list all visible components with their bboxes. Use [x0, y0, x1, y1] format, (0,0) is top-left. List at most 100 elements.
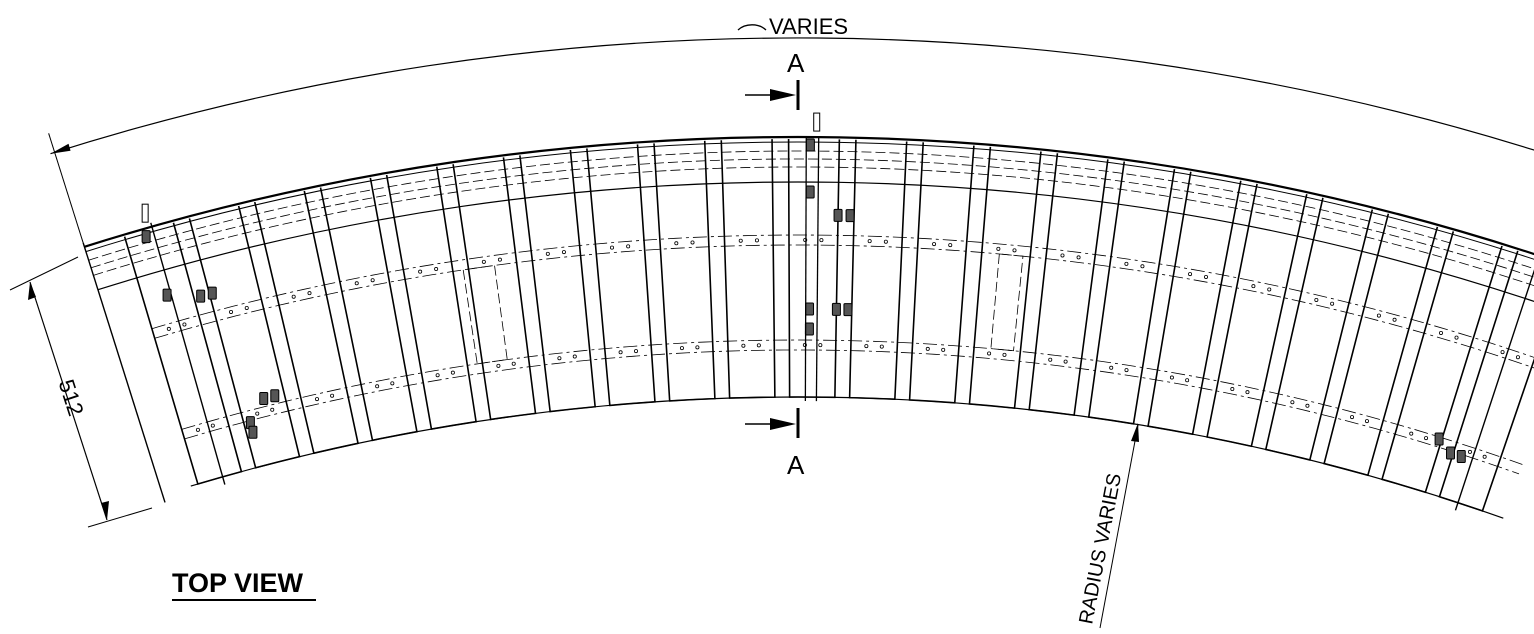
track-hole: [511, 361, 516, 366]
arc-symbol-icon: [737, 24, 767, 31]
track-hole: [270, 407, 275, 412]
belt-slat: [1323, 213, 1439, 477]
clamp-block: [805, 138, 815, 152]
track-hole: [941, 347, 946, 352]
track-hole: [390, 381, 395, 386]
belt-slat: [1147, 171, 1242, 436]
track-hole: [679, 346, 684, 351]
clamp-block: [843, 303, 853, 317]
track-hole: [1124, 261, 1129, 266]
arc-dimension-label: VARIES: [737, 14, 848, 39]
track-hole: [291, 294, 296, 299]
track-hole: [1230, 387, 1235, 392]
track-hole: [1314, 297, 1319, 302]
track-hole: [1515, 355, 1520, 360]
belt-slat: [519, 149, 597, 413]
belt-slat: [720, 139, 776, 399]
track-hole: [545, 251, 550, 256]
track-hole: [1424, 436, 1429, 441]
track-hole: [1305, 403, 1310, 408]
track-hole: [229, 309, 234, 314]
belt-inner-edge: [190, 396, 1504, 519]
clamp-block: [1456, 449, 1466, 463]
belt-slat: [452, 157, 537, 421]
track-hole: [1245, 390, 1250, 395]
view-title-text: TOP VIEW: [172, 568, 304, 598]
track-hole: [1002, 352, 1007, 357]
clamp-block: [248, 425, 258, 439]
track-hole: [1048, 357, 1053, 362]
track-hole: [1076, 255, 1081, 260]
track-hole: [1204, 274, 1209, 279]
track-hole: [195, 427, 200, 432]
clamp-block: [805, 302, 815, 316]
arc-dimension-line: [50, 37, 1534, 155]
track-hole: [418, 269, 423, 274]
belt-slat: [787, 139, 841, 399]
track-hole: [450, 370, 455, 375]
radius-leader: RADIUS VARIES: [1075, 423, 1139, 629]
belt-slat: [968, 146, 1042, 410]
track-hole: [255, 411, 260, 416]
section-marker-top: A: [745, 48, 805, 110]
track-hole: [354, 281, 359, 286]
outer-rail-inner-edge: [85, 141, 1534, 260]
belt-slat: [848, 139, 908, 401]
track-hole: [948, 243, 953, 248]
track-hole: [1012, 248, 1017, 253]
center-seam-line: [815, 137, 820, 402]
width-arrow-bottom-icon: [101, 501, 109, 520]
track-hole: [1267, 287, 1272, 292]
clamp-block: [270, 389, 280, 403]
section-marker-bottom: A: [745, 408, 805, 480]
belt-slat: [1206, 183, 1308, 448]
track-hole: [496, 363, 501, 368]
track-hole: [1063, 359, 1068, 364]
track-hole: [879, 344, 884, 349]
track-hole: [1251, 284, 1256, 289]
track-dashed-line: [151, 234, 1534, 358]
track-hole: [695, 345, 700, 350]
track-hole: [741, 343, 746, 348]
belt-slat: [1264, 197, 1374, 461]
clamp-block: [833, 208, 843, 222]
clamp-block: [141, 230, 151, 244]
track-hole: [1188, 272, 1193, 277]
radius-label: RADIUS VARIES: [1075, 472, 1126, 626]
track-hole: [867, 239, 872, 244]
track-hole: [1330, 301, 1335, 306]
arc-dimension-text: VARIES: [769, 14, 848, 39]
track-hole: [690, 240, 695, 245]
track-hole: [634, 349, 639, 354]
track-hole: [618, 350, 623, 355]
track-hole: [883, 239, 888, 244]
view-title: TOP VIEW: [172, 568, 316, 601]
track-hole: [925, 346, 930, 351]
belt-slat: [1087, 161, 1176, 425]
track-hole: [1376, 313, 1381, 318]
belt-slat: [123, 222, 243, 486]
track-hole: [932, 242, 937, 247]
track-hole: [818, 343, 823, 348]
track-hole: [819, 238, 824, 243]
section-arrow-top-icon: [770, 89, 796, 101]
belt-slat: [586, 144, 656, 407]
belt-slat: [1438, 250, 1534, 512]
track-hole: [1467, 449, 1472, 454]
section-arrow-bottom-icon: [770, 418, 796, 430]
arc-extension-line: [48, 133, 86, 250]
track-hole: [1109, 365, 1114, 370]
hidden-bracket-outline: [462, 264, 508, 365]
track-hole: [481, 259, 486, 264]
track-hole: [1438, 330, 1443, 335]
track-hole: [435, 373, 440, 378]
outer-rail-edge: [84, 135, 1534, 256]
track-hole: [330, 393, 335, 398]
track-hole: [1409, 431, 1414, 436]
track-hole: [497, 257, 502, 262]
track-hole: [609, 245, 614, 250]
clamp-block: [845, 209, 855, 223]
track-hole: [756, 343, 761, 348]
bolt-post: [141, 203, 149, 223]
track-hole: [572, 354, 577, 359]
